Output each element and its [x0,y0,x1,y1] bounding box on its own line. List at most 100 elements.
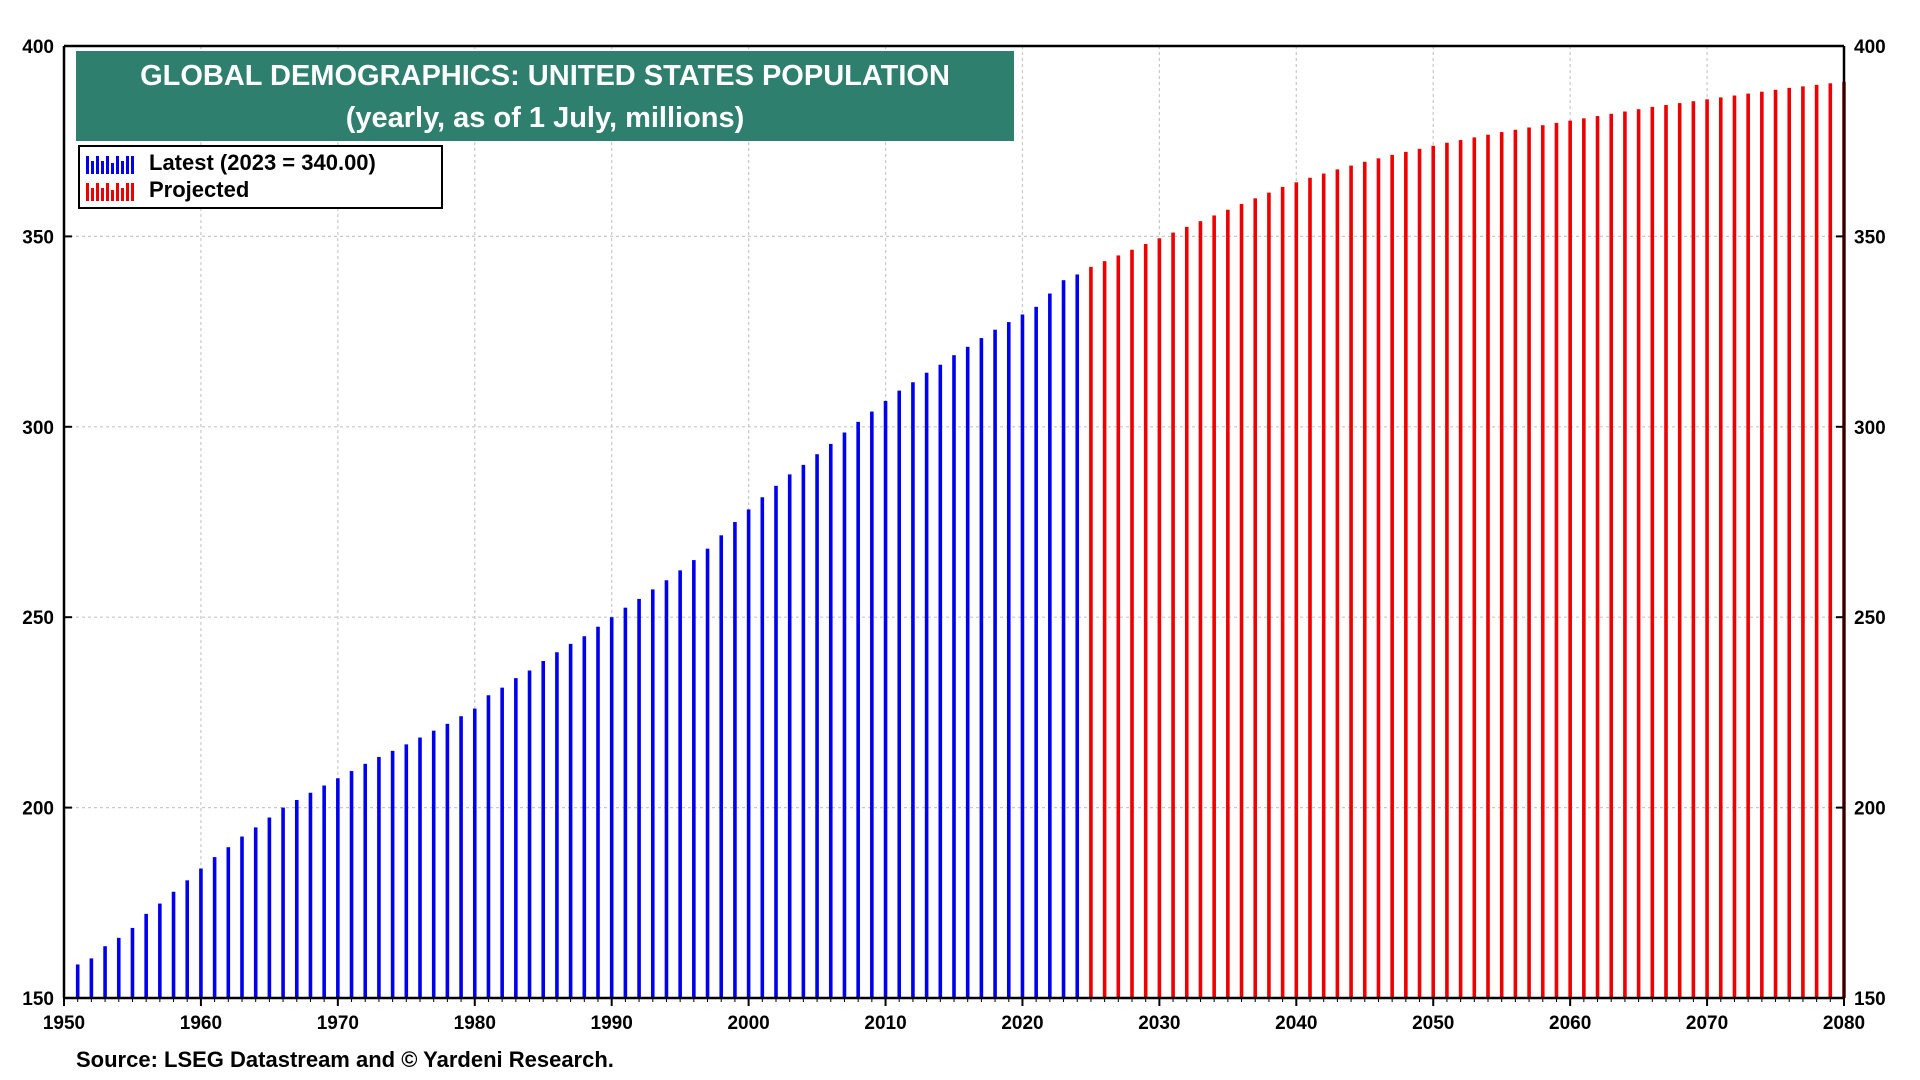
bar-projected-2072 [1732,95,1737,998]
bar-latest-1956 [144,913,148,998]
legend-swatch-bar [116,183,119,201]
bar-projected-2045 [1362,161,1367,999]
bar-projected-2040 [1294,182,1299,998]
legend-swatch-bar [131,183,134,201]
bar-projected-2047 [1390,154,1394,998]
legend-swatch-bar [96,156,99,174]
bar-projected-2078 [1814,84,1819,998]
bar-latest-1990 [609,617,614,998]
bar-latest-1993 [650,589,655,998]
bar-latest-2011 [897,390,902,998]
bar-projected-2052 [1458,140,1463,998]
x-tick-label-1980: 1980 [454,1013,496,1034]
bar-latest-2017 [979,338,984,998]
bar-latest-1953 [103,946,107,998]
bar-latest-1970 [336,778,340,998]
bar-projected-2035 [1226,209,1230,998]
y-tick-label-left-200: 200 [22,799,54,820]
bar-latest-1984 [527,670,532,998]
bar-latest-2013 [924,372,929,998]
bar-latest-1952 [89,958,94,998]
bar-projected-2051 [1445,142,1449,998]
bar-latest-1957 [158,903,162,998]
x-tick-label-2070: 2070 [1686,1013,1728,1034]
bar-latest-2024 [1075,274,1080,999]
legend-swatch-bar [101,188,104,201]
tick-labels: 150 150 200 200 250 250 300 300 350 350 400 400 1950… [22,37,1885,1034]
bar-latest-1991 [623,607,628,998]
bar-latest-2016 [965,346,970,998]
bar-projected-2068 [1677,103,1682,999]
y-tick-label-left-400: 400 [22,37,54,58]
x-tick-label-2080: 2080 [1823,1013,1865,1034]
legend-box [78,145,443,209]
bar-projected-2043 [1335,169,1340,998]
bar-projected-2056 [1513,129,1518,998]
bar-latest-1996 [692,560,696,998]
bar-latest-1992 [637,598,641,998]
y-tick-label-left-300: 300 [22,418,54,439]
bar-latest-1966 [281,807,285,998]
bar-projected-2046 [1376,158,1381,998]
bar-latest-2012 [911,382,915,998]
bar-projected-2079 [1828,83,1833,998]
bar-projected-2029 [1143,244,1148,999]
y-tick-label-left-350: 350 [22,227,54,248]
bar-latest-1955 [130,927,135,998]
bar-latest-1978 [445,723,450,998]
axes [62,44,1846,1006]
bar-projected-2044 [1349,165,1353,999]
legend-swatch-bar [91,161,94,174]
legend-swatch-bar [126,183,129,201]
bar-projected-2048 [1404,151,1408,998]
bar-latest-1987 [568,643,573,998]
bar-projected-2053 [1472,137,1477,999]
bar-latest-1960 [199,868,203,998]
legend-label-projected: Projected [149,177,249,202]
x-tick-label-2050: 2050 [1412,1013,1454,1034]
bar-latest-1967 [294,799,299,998]
bar-latest-2001 [760,497,765,998]
chart-subtitle: (yearly, as of 1 July, millions) [346,102,745,134]
title-background [76,51,1014,141]
bar-latest-1982 [500,687,504,998]
bar-projected-2030 [1157,238,1162,998]
bar-projected-2039 [1280,186,1285,998]
bars [75,81,1846,999]
bar-latest-2015 [952,355,956,998]
bar-latest-1964 [253,827,258,998]
bar-projected-2034 [1212,215,1216,998]
x-tick-label-1970: 1970 [317,1013,359,1034]
bar-latest-1979 [459,716,463,998]
bar-latest-2007 [842,432,847,999]
bar-latest-1994 [664,580,669,998]
y-tick-label-left-150: 150 [22,989,54,1010]
bar-latest-1965 [267,817,272,998]
bar-latest-1969 [322,785,326,998]
bar-latest-1975 [404,744,409,998]
bar-latest-1951 [75,964,80,998]
bar-projected-2028 [1130,249,1134,998]
legend-swatch-bar [86,183,89,201]
bar-projected-2026 [1102,261,1107,999]
legend-swatch-bar [106,156,109,174]
legend-swatch-bar [121,161,124,174]
bar-latest-2021 [1034,306,1038,998]
bar-latest-2006 [828,443,833,998]
bar-projected-2038 [1267,192,1271,998]
bar-projected-2074 [1760,91,1764,999]
x-tick-label-2040: 2040 [1275,1013,1317,1034]
bar-latest-2023 [1061,280,1066,998]
bar-projected-2057 [1527,127,1531,998]
x-tick-label-2010: 2010 [864,1013,906,1034]
bar-projected-2037 [1253,198,1258,998]
x-tick-label-1950: 1950 [43,1013,85,1034]
bar-latest-2003 [787,474,792,998]
bar-projected-2060 [1568,120,1572,999]
legend-swatch-bar [96,183,99,201]
bar-latest-1986 [555,652,559,998]
bar-projected-2042 [1321,173,1326,998]
bar-latest-2014 [938,364,943,998]
bar-projected-2058 [1540,125,1545,998]
bar-latest-1962 [226,847,231,998]
